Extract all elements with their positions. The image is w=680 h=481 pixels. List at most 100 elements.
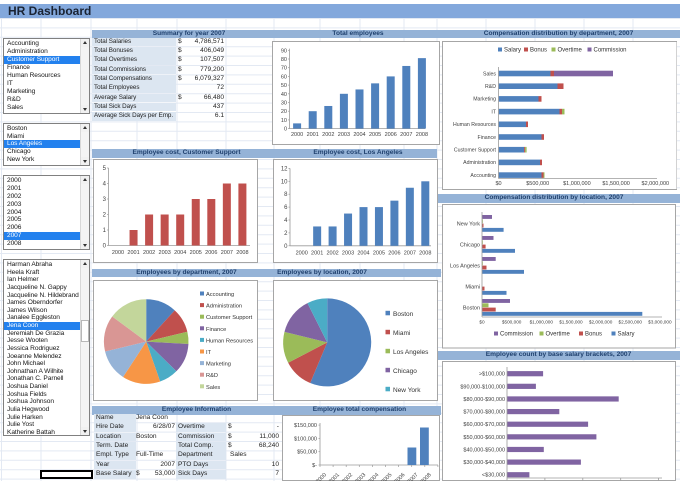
svg-text:2001: 2001 [307, 132, 319, 138]
svg-text:Administration: Administration [206, 303, 242, 309]
svg-text:60: 60 [281, 74, 287, 80]
svg-text:0: 0 [284, 127, 287, 133]
svg-text:$40,000-$50,000: $40,000-$50,000 [463, 447, 505, 453]
svg-text:2006: 2006 [385, 132, 397, 138]
svg-text:Bonus: Bonus [530, 47, 547, 53]
svg-text:Sales: Sales [206, 384, 220, 390]
svg-text:Miami: Miami [465, 285, 480, 291]
svg-text:$1,500,000: $1,500,000 [602, 181, 630, 187]
svg-text:$30,000-$40,000: $30,000-$40,000 [463, 460, 505, 466]
svg-text:$0: $0 [479, 320, 485, 325]
svg-text:Los Angeles: Los Angeles [450, 264, 480, 270]
svg-text:2002: 2002 [142, 250, 154, 256]
svg-text:R&D: R&D [206, 373, 218, 379]
svg-text:2008: 2008 [416, 132, 428, 138]
svg-text:Los Angeles: Los Angeles [393, 348, 429, 355]
svg-text:Boston: Boston [393, 310, 414, 317]
svg-text:2000: 2000 [315, 472, 328, 481]
svg-text:2002: 2002 [326, 250, 338, 256]
svg-text:0: 0 [102, 243, 106, 249]
svg-text:2003: 2003 [354, 472, 367, 481]
svg-text:2002: 2002 [322, 132, 334, 138]
svg-text:2006: 2006 [205, 250, 217, 256]
svg-text:2008: 2008 [236, 250, 248, 256]
svg-text:Salary: Salary [504, 47, 521, 53]
svg-text:IT: IT [491, 109, 496, 115]
svg-text:$2,000,000: $2,000,000 [589, 320, 613, 325]
svg-text:2007: 2007 [220, 250, 232, 256]
svg-text:12: 12 [280, 166, 287, 172]
svg-text:2000: 2000 [295, 250, 307, 256]
svg-text:Bonus: Bonus [585, 332, 602, 338]
svg-text:$90,000-$100,000: $90,000-$100,000 [460, 384, 505, 390]
svg-text:$70,000-$80,000: $70,000-$80,000 [463, 410, 505, 416]
svg-text:Marketing: Marketing [473, 96, 496, 102]
svg-text:$1,000,000: $1,000,000 [563, 181, 591, 187]
svg-text:2008: 2008 [420, 472, 433, 481]
svg-text:20: 20 [281, 109, 287, 115]
svg-text:90: 90 [281, 48, 287, 54]
svg-text:$500,000: $500,000 [502, 320, 522, 325]
svg-text:$100,000: $100,000 [294, 436, 317, 442]
svg-text:IT: IT [206, 350, 212, 356]
svg-text:Sales: Sales [483, 71, 496, 77]
svg-text:R&D: R&D [485, 84, 496, 90]
svg-text:$80,000-$90,000: $80,000-$90,000 [463, 397, 505, 403]
svg-text:Accounting: Accounting [470, 172, 496, 178]
svg-text:>$100,000: >$100,000 [479, 372, 505, 378]
svg-text:3: 3 [102, 197, 106, 203]
svg-text:Commission: Commission [500, 332, 533, 338]
svg-text:Finance: Finance [477, 134, 496, 140]
svg-text:2007: 2007 [407, 472, 420, 481]
svg-text:8: 8 [284, 192, 288, 198]
svg-text:$2,000,000: $2,000,000 [641, 181, 669, 187]
svg-text:2008: 2008 [419, 250, 431, 256]
svg-text:$0: $0 [495, 181, 501, 187]
svg-text:$-: $- [312, 463, 317, 469]
svg-text:Boston: Boston [463, 306, 480, 312]
svg-text:Customer Support: Customer Support [453, 147, 496, 153]
svg-text:4: 4 [102, 181, 106, 187]
svg-text:2007: 2007 [400, 132, 412, 138]
svg-text:Overtime: Overtime [557, 47, 582, 53]
svg-text:Miami: Miami [393, 329, 410, 336]
svg-text:2006: 2006 [394, 472, 407, 481]
svg-text:2005: 2005 [381, 472, 394, 481]
svg-text:New York: New York [393, 386, 421, 393]
svg-text:<$30,000: <$30,000 [482, 473, 505, 479]
svg-text:Accounting: Accounting [206, 292, 234, 298]
svg-text:2: 2 [102, 212, 106, 218]
svg-text:70: 70 [281, 66, 287, 72]
svg-text:Marketing: Marketing [206, 361, 231, 367]
svg-text:80: 80 [281, 57, 287, 63]
svg-text:6: 6 [284, 205, 288, 211]
svg-text:5: 5 [102, 166, 106, 172]
svg-text:2003: 2003 [158, 250, 170, 256]
svg-text:Customer Support: Customer Support [206, 315, 253, 321]
svg-text:$1,000,000: $1,000,000 [530, 320, 554, 325]
svg-text:2005: 2005 [189, 250, 201, 256]
svg-text:Finance: Finance [206, 326, 226, 332]
svg-text:$2,500,000: $2,500,000 [619, 320, 643, 325]
svg-text:2: 2 [284, 230, 288, 236]
svg-text:Commission: Commission [593, 47, 626, 53]
svg-text:$3,000,000: $3,000,000 [648, 320, 672, 325]
svg-text:2003: 2003 [338, 132, 350, 138]
svg-text:Overtime: Overtime [546, 332, 571, 338]
svg-text:2001: 2001 [127, 250, 139, 256]
svg-text:2004: 2004 [357, 250, 369, 256]
svg-text:2005: 2005 [372, 250, 384, 256]
svg-text:40: 40 [281, 92, 287, 98]
svg-text:2007: 2007 [403, 250, 415, 256]
svg-text:Administration: Administration [463, 160, 496, 166]
svg-text:2004: 2004 [367, 472, 380, 481]
svg-text:2005: 2005 [369, 132, 381, 138]
svg-text:$1,500,000: $1,500,000 [559, 320, 583, 325]
svg-text:1: 1 [102, 228, 106, 234]
svg-text:New York: New York [457, 222, 480, 228]
svg-text:2006: 2006 [388, 250, 400, 256]
svg-text:$60,000-$70,000: $60,000-$70,000 [463, 422, 505, 428]
svg-text:2004: 2004 [353, 132, 365, 138]
svg-text:2002: 2002 [341, 472, 354, 481]
svg-text:50: 50 [281, 83, 287, 89]
